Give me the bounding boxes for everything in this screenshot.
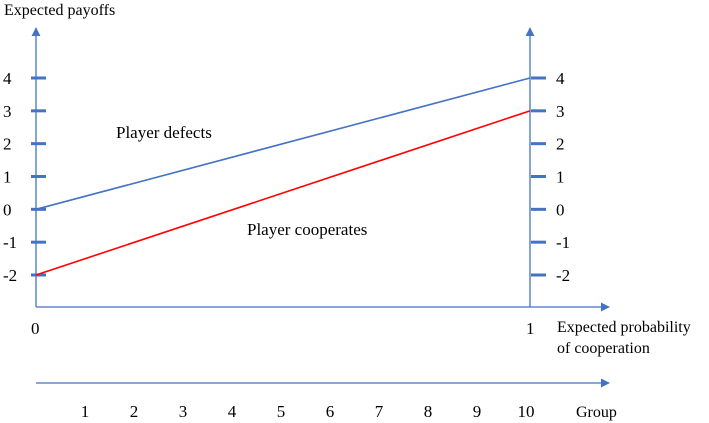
group-tick-labels: 1 2 3 4 5 6 7 8 9 10: [81, 402, 535, 421]
left-y-tick-label: 0: [3, 200, 12, 219]
right-y-ticks: 4 3 2 1 0 -1 -2: [531, 69, 570, 285]
group-tick-label: 5: [277, 402, 286, 421]
right-y-tick-label: -1: [556, 233, 570, 252]
group-axis-title: Group: [576, 404, 617, 421]
group-tick-label: 4: [228, 402, 237, 421]
left-y-tick-label: 2: [3, 135, 12, 154]
right-y-tick-label: 4: [556, 69, 565, 88]
group-tick-label: 10: [518, 402, 535, 421]
right-y-tick-label: 2: [556, 135, 565, 154]
x-axis-title-line-2: of cooperation: [557, 340, 650, 357]
y-axis-title: Expected payoffs: [4, 2, 115, 19]
right-y-tick-label: 1: [556, 168, 565, 187]
left-y-tick-label: 4: [3, 69, 12, 88]
left-y-tick-label: -2: [3, 266, 17, 285]
group-tick-label: 8: [424, 402, 433, 421]
series-lines: [35, 77, 531, 276]
left-y-tick-label: -1: [3, 233, 17, 252]
left-y-ticks: 4 3 2 1 0 -1 -2: [3, 69, 46, 285]
series-label-player-defects: Player defects: [116, 123, 212, 142]
right-y-tick-label: 3: [556, 102, 565, 121]
group-tick-label: 1: [81, 402, 90, 421]
group-tick-label: 2: [130, 402, 139, 421]
left-y-tick-label: 3: [3, 102, 12, 121]
group-tick-label: 9: [473, 402, 482, 421]
series-line-player-defects: [35, 77, 531, 211]
group-tick-label: 7: [375, 402, 384, 421]
x-tick-label-1: 1: [526, 319, 535, 338]
x-axis-title-line-1: Expected probability: [557, 319, 691, 336]
right-y-tick-label: 0: [556, 200, 565, 219]
group-tick-label: 3: [179, 402, 188, 421]
right-y-tick-label: -2: [556, 266, 570, 285]
series-line-player-cooperates: [35, 110, 531, 276]
left-y-tick-label: 1: [3, 168, 12, 187]
series-label-player-cooperates: Player cooperates: [247, 220, 367, 239]
x-tick-label-0: 0: [31, 319, 40, 338]
group-tick-label: 6: [326, 402, 335, 421]
